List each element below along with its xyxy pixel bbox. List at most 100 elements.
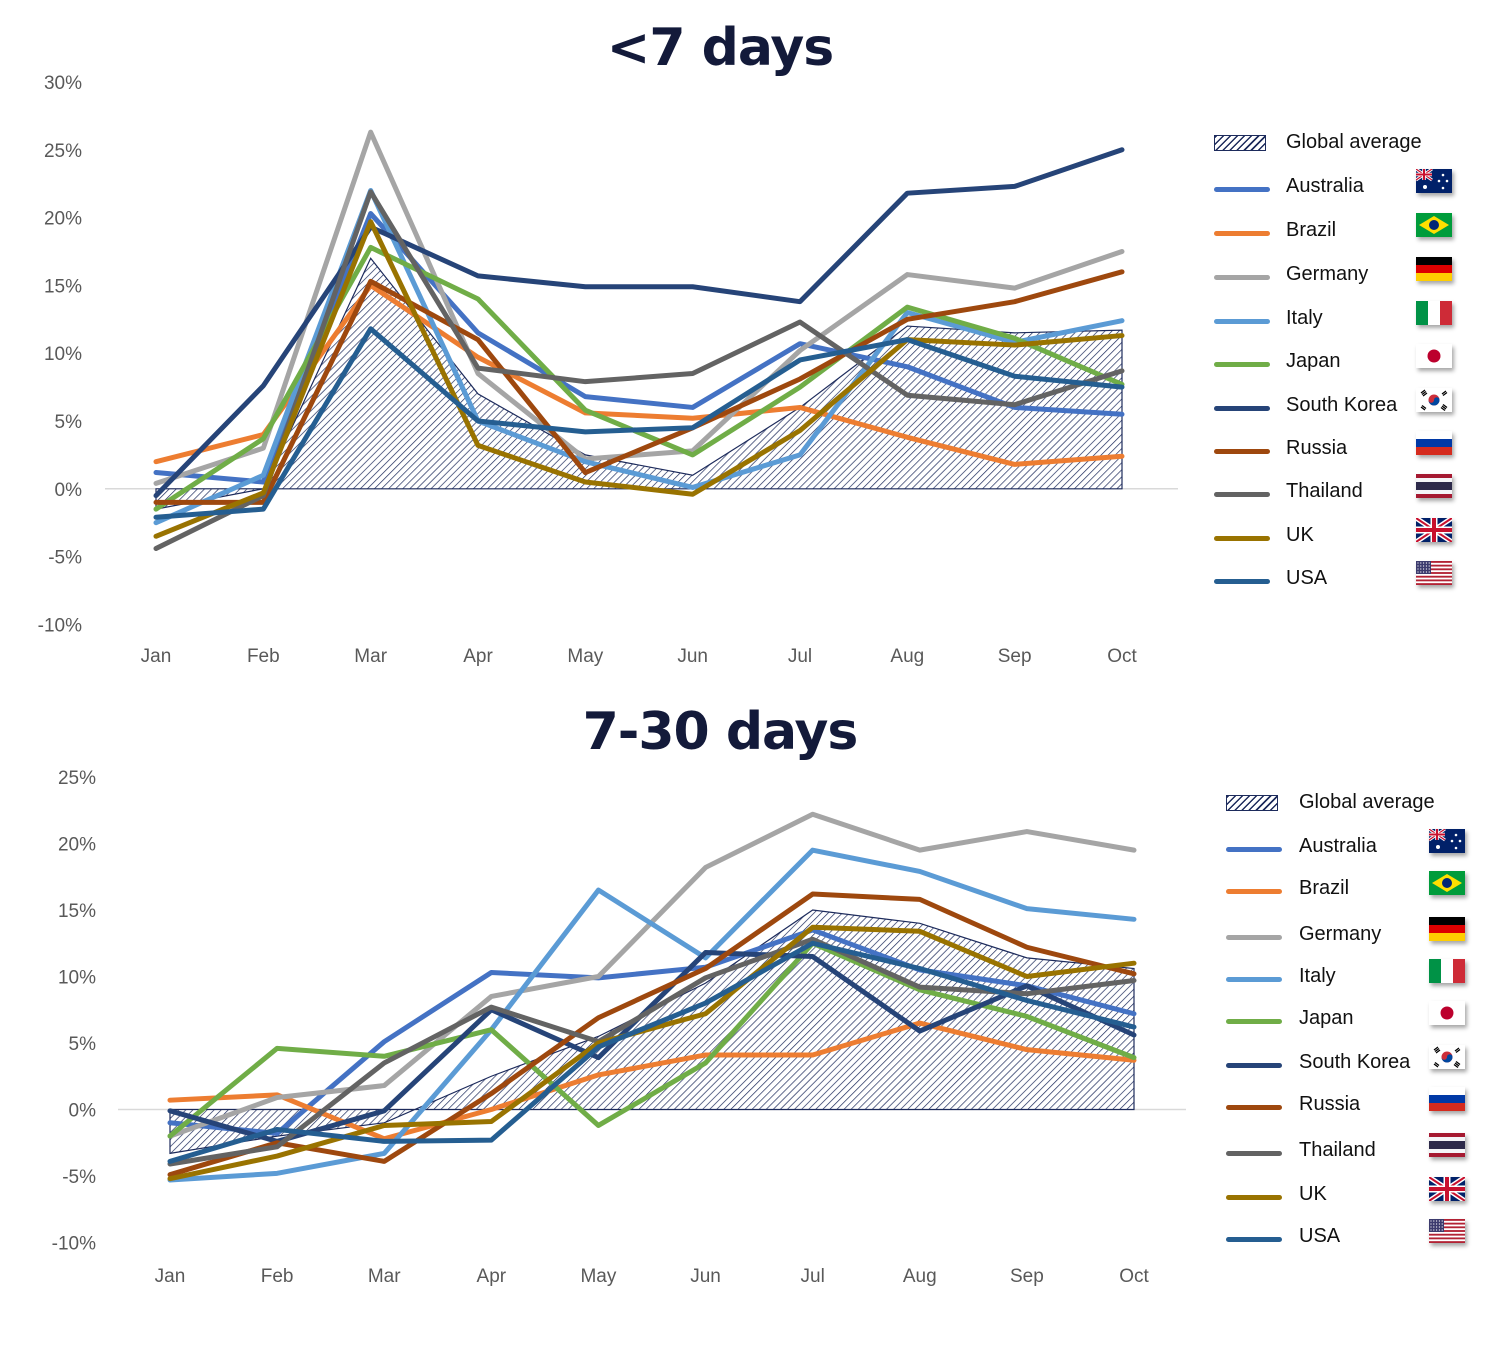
legend-label: Thailand [1286,480,1363,502]
legend-label: Japan [1286,350,1341,372]
y-tick-label: 5% [55,412,83,433]
legend-item-russia: Russia [0,1087,1508,1123]
legend-item-japan: Japan [0,1001,1508,1037]
chart-title: 7-30 days [582,702,859,762]
legend-item-brazil: Brazil [0,871,1508,907]
legend-swatch-line [1226,1063,1282,1068]
x-tick-label: Sep [998,646,1032,667]
legend-label: Australia [1286,175,1364,197]
legend-swatch-line [1214,319,1270,324]
legend-label: USA [1299,1225,1341,1247]
flag-icon-de [1416,257,1452,281]
series-line-usa [167,940,1137,1164]
legend-label: USA [1286,567,1328,589]
legend-label: Brazil [1286,219,1337,241]
series-line-italy [153,187,1125,526]
legend-label: Germany [1299,923,1382,945]
flag-icon-ru [1416,431,1452,455]
global-average-area [169,909,1135,1155]
legend-label: Japan [1299,1007,1354,1029]
legend-swatch-line [1214,187,1270,192]
legend-swatch-line [1214,536,1270,541]
x-tick-label: Jan [155,1266,186,1287]
legend-swatch-line [1226,889,1282,894]
flag-icon-ru [1429,1087,1465,1111]
flag-icon-th [1416,474,1452,498]
legend-item-italy: Italy [0,301,1508,337]
legend-label: UK [1286,524,1314,546]
x-tick-label: Aug [890,646,924,667]
legend-label: Germany [1286,263,1369,285]
legend-label: Global average [1286,131,1422,153]
legend-item-russia: Russia [0,431,1508,467]
chart-title: <7 days [606,18,834,78]
legend-swatch-line [1226,1151,1282,1156]
legend-swatch-line [1226,935,1282,940]
legend-swatch-line [1226,847,1282,852]
x-tick-label: Mar [368,1266,401,1287]
y-tick-label: -5% [48,548,82,569]
series-line-germany [153,129,1125,486]
x-tick-label: Feb [261,1266,294,1287]
legend-item-usa: USA [0,1219,1508,1255]
legend-item-global-average: Global average [0,131,1508,161]
series-line-italy [167,847,1137,1183]
series-line-usa [153,326,1125,520]
flag-icon-kr [1429,1045,1465,1069]
legend-swatch-line [1214,275,1270,280]
series-line-thailand [153,189,1125,551]
flag-icon-th [1429,1133,1465,1157]
y-tick-label: -10% [52,1234,96,1255]
flag-icon-br [1416,213,1452,237]
x-tick-label: Feb [247,646,280,667]
legend-swatch-line [1226,1019,1282,1024]
flag-icon-br [1429,871,1465,895]
flag-icon-us [1416,561,1452,585]
legend-item-south-korea: South Korea [0,388,1508,424]
legend-label: Russia [1286,437,1348,459]
x-tick-label: Oct [1119,1266,1149,1287]
series-line-russia [167,891,1137,1178]
chart-legend: Global average Australia Brazil Germany Ital… [0,131,1508,589]
legend-item-germany: Germany [0,917,1508,953]
legend-item-thailand: Thailand [0,474,1508,510]
series-line-south-korea [153,147,1125,499]
y-tick-label: -5% [62,1167,96,1188]
y-tick-label: 10% [44,344,82,365]
legend-item-australia: Australia [0,169,1508,205]
legend-item-italy: Italy [0,959,1508,995]
legend-swatch-line [1226,1237,1282,1242]
legend-swatch-line [1214,579,1270,584]
flag-icon-it [1416,301,1452,325]
legend-swatch-line [1226,977,1282,982]
flag-icon-gb [1429,1177,1465,1201]
legend-swatch-line [1214,406,1270,411]
series-line-australia [167,927,1137,1136]
chart-panel-short-term: <7 days 30% 25% 20% 15% 10% 5% 0% -5% -10% Jan Feb… [0,18,1508,667]
legend-swatch-line [1214,362,1270,367]
series-line-russia [153,269,1125,505]
x-tick-label: Apr [477,1266,507,1287]
x-tick-label: May [580,1266,616,1287]
y-tick-label: 25% [44,141,82,162]
legend-item-germany: Germany [0,257,1508,293]
legend-label: Italy [1286,307,1323,329]
y-tick-label: 30% [44,73,82,94]
legend-swatch-line [1214,492,1270,497]
flag-icon-jp [1429,1001,1465,1025]
x-tick-label: Jul [788,646,812,667]
x-tick-label: Oct [1107,646,1137,667]
flag-icon-au [1429,829,1465,853]
legend-label: Thailand [1299,1139,1376,1161]
legend-label: Australia [1299,835,1377,857]
series-line-brazil [167,1020,1137,1142]
chart-panel-mid-term: 7-30 days 25% 20% 15% 10% 5% 0% -5% -10% Jan Feb M… [0,680,1508,1348]
x-tick-label: May [567,646,603,667]
flag-icon-au [1416,169,1452,193]
y-tick-label: 0% [69,1101,97,1122]
flag-icon-de [1429,917,1465,941]
x-tick-label: Mar [354,646,387,667]
y-tick-label: 20% [44,209,82,230]
y-tick-label: -10% [38,615,82,636]
x-tick-label: Jan [141,646,172,667]
